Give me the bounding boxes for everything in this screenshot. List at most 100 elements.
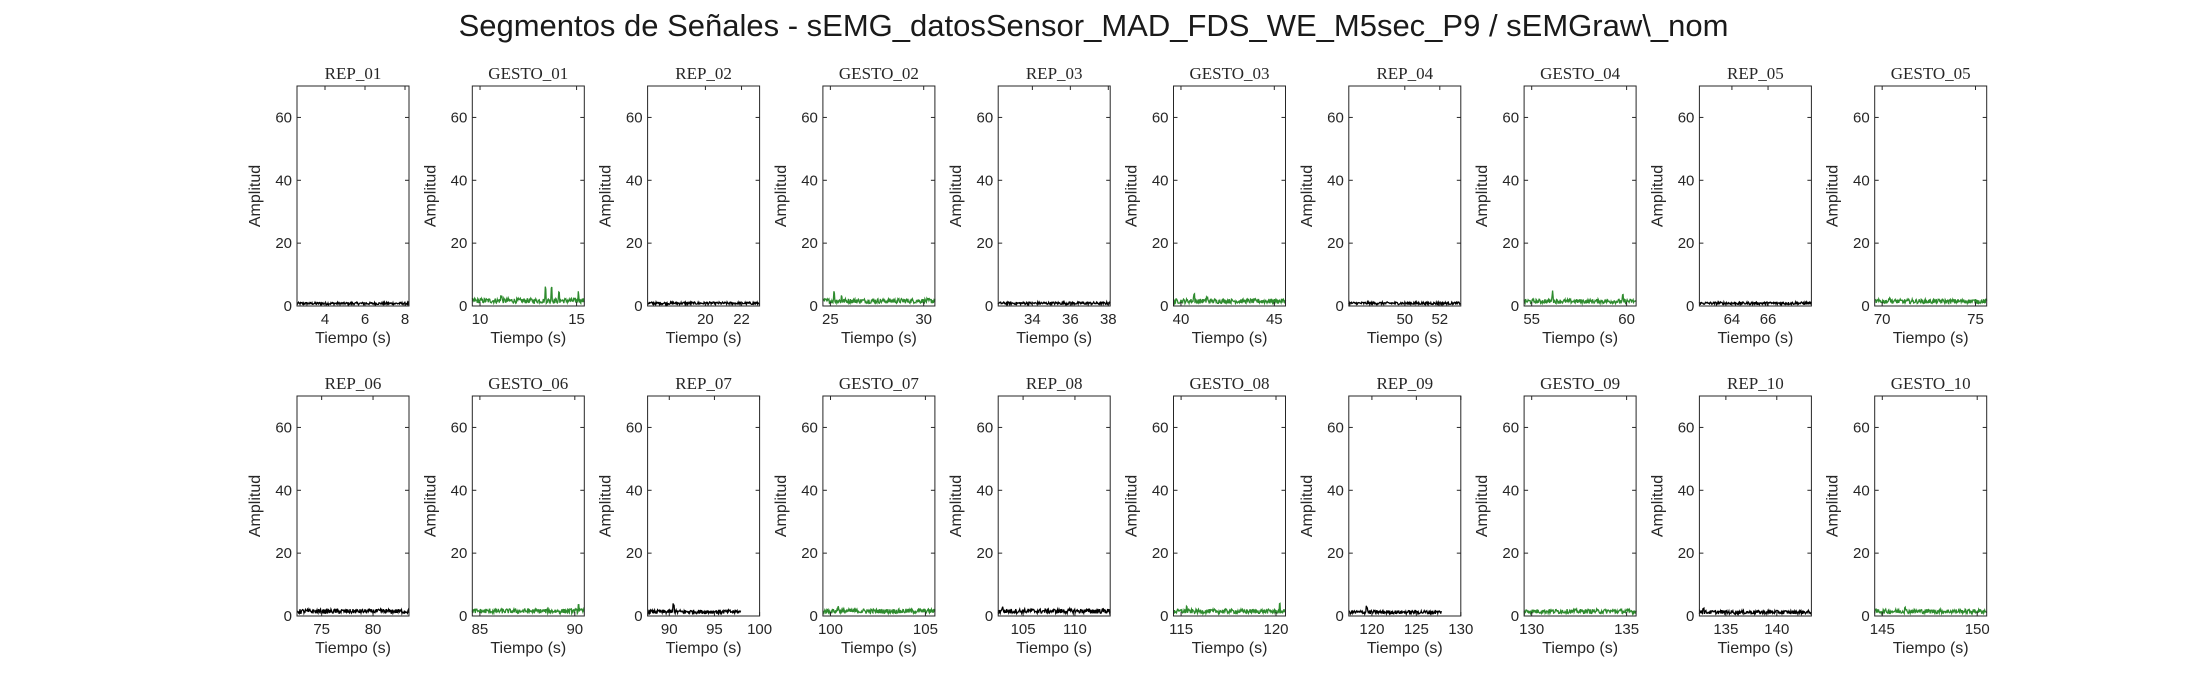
y-tick-label: 20 xyxy=(1152,235,1169,252)
x-tick-label: 15 xyxy=(568,311,585,328)
y-tick-label: 0 xyxy=(810,298,818,315)
subplot-rep-08: 0 20 40 60 105 110 REP_08 Tiempo (s) Amplitud xyxy=(948,374,1111,657)
x-tick-label: 25 xyxy=(822,311,839,328)
x-axis-label: Tiempo (s) xyxy=(666,640,742,657)
axes-box xyxy=(822,395,936,617)
y-tick-label: 60 xyxy=(1678,419,1695,436)
y-axis-label: Amplitud xyxy=(247,475,264,537)
subplot-rep-01: 0 20 40 60 4 6 8 REP_01 Tiempo (s) Amplitud xyxy=(247,64,410,347)
x-axis-label: Tiempo (s) xyxy=(666,330,742,347)
signal-trace xyxy=(1173,602,1287,616)
subplot-rep-05: 0 20 40 60 64 66 REP_05 Tiempo (s) Amplitud xyxy=(1649,64,1813,347)
y-axis-label: Amplitud xyxy=(1124,165,1141,227)
x-tick-label: 100 xyxy=(818,621,843,638)
y-axis-label: Amplitud xyxy=(247,165,264,227)
y-tick-label: 20 xyxy=(977,545,994,562)
y-tick-label: 40 xyxy=(1327,482,1344,499)
x-tick-label: 140 xyxy=(1764,621,1789,638)
y-tick-label: 20 xyxy=(1327,545,1344,562)
subplot-rep-02: 0 20 40 60 20 22 REP_02 Tiempo (s) Amplitud xyxy=(598,64,761,347)
x-axis-label: Tiempo (s) xyxy=(1542,640,1618,657)
figure-title: Segmentos de Señales - sEMG_datosSensor_… xyxy=(458,8,1729,43)
y-tick-label: 20 xyxy=(626,235,643,252)
y-tick-label: 0 xyxy=(1861,608,1869,625)
subplot-title: GESTO_10 xyxy=(1891,374,1971,393)
y-tick-label: 60 xyxy=(1502,109,1519,126)
signal-trace xyxy=(296,606,410,616)
x-axis-label: Tiempo (s) xyxy=(1542,330,1618,347)
axes-box xyxy=(1348,395,1462,617)
y-tick-label: 40 xyxy=(275,482,292,499)
x-tick-label: 120 xyxy=(1359,621,1384,638)
subplot-title: GESTO_03 xyxy=(1190,64,1270,83)
y-tick-label: 20 xyxy=(801,235,818,252)
y-tick-label: 20 xyxy=(801,545,818,562)
subplot-title: GESTO_09 xyxy=(1540,374,1620,393)
subplot-title: GESTO_02 xyxy=(839,64,919,83)
x-tick-label: 90 xyxy=(661,621,678,638)
y-tick-label: 60 xyxy=(1327,109,1344,126)
y-axis-label: Amplitud xyxy=(948,165,965,227)
subplot-rep-09: 0 20 40 60 120 125 130 REP_09 Tiempo (s) Amplitud xyxy=(1299,374,1474,657)
x-tick-label: 110 xyxy=(1063,621,1087,638)
x-tick-label: 4 xyxy=(321,311,329,328)
y-tick-label: 0 xyxy=(1335,298,1343,315)
y-tick-label: 0 xyxy=(284,608,292,625)
signal-trace xyxy=(822,605,936,616)
y-tick-label: 60 xyxy=(1327,419,1344,436)
y-tick-label: 0 xyxy=(1686,608,1694,625)
subplot-title: REP_10 xyxy=(1727,374,1784,393)
axes-box xyxy=(296,85,410,307)
y-tick-label: 40 xyxy=(1502,172,1519,189)
x-tick-label: 55 xyxy=(1523,311,1540,328)
x-tick-label: 6 xyxy=(361,311,369,328)
x-tick-label: 50 xyxy=(1396,311,1413,328)
y-tick-label: 40 xyxy=(1152,482,1169,499)
y-tick-label: 60 xyxy=(977,109,994,126)
subplot-gesto-04: 0 20 40 60 55 60 GESTO_04 Tiempo (s) Amplitud xyxy=(1474,64,1637,347)
y-tick-label: 40 xyxy=(801,482,818,499)
y-axis-label: Amplitud xyxy=(422,165,439,227)
y-tick-label: 40 xyxy=(626,482,643,499)
subplot-gesto-06: 0 20 40 60 85 90 GESTO_06 Tiempo (s) Amplitud xyxy=(422,374,585,657)
subplot-title: REP_04 xyxy=(1376,64,1433,83)
signal-trace xyxy=(1698,299,1813,307)
y-tick-label: 20 xyxy=(1502,235,1519,252)
y-tick-label: 0 xyxy=(1511,298,1519,315)
y-tick-label: 60 xyxy=(1853,109,1870,126)
y-tick-label: 60 xyxy=(1678,109,1695,126)
x-tick-label: 95 xyxy=(706,621,723,638)
y-tick-label: 0 xyxy=(634,298,642,315)
x-axis-label: Tiempo (s) xyxy=(1717,330,1793,347)
x-axis-label: Tiempo (s) xyxy=(1016,330,1092,347)
x-tick-label: 70 xyxy=(1874,311,1891,328)
y-tick-label: 20 xyxy=(275,235,292,252)
x-tick-label: 60 xyxy=(1618,311,1635,328)
x-tick-label: 10 xyxy=(472,311,489,328)
y-tick-label: 60 xyxy=(1152,109,1169,126)
y-tick-label: 0 xyxy=(1686,298,1694,315)
x-axis-label: Tiempo (s) xyxy=(1192,330,1268,347)
y-tick-label: 20 xyxy=(977,235,994,252)
y-tick-label: 40 xyxy=(275,172,292,189)
signal-trace xyxy=(471,604,585,616)
y-tick-label: 20 xyxy=(275,545,292,562)
y-axis-label: Amplitud xyxy=(1649,475,1666,537)
x-tick-label: 22 xyxy=(733,311,750,328)
y-axis-label: Amplitud xyxy=(773,475,790,537)
subplot-title: REP_01 xyxy=(325,64,382,83)
y-tick-label: 60 xyxy=(1152,419,1169,436)
y-axis-label: Amplitud xyxy=(1474,475,1491,537)
y-tick-label: 40 xyxy=(801,172,818,189)
x-axis-label: Tiempo (s) xyxy=(1893,330,1969,347)
y-tick-label: 60 xyxy=(451,419,468,436)
x-tick-label: 30 xyxy=(915,311,932,328)
y-tick-label: 20 xyxy=(1853,235,1870,252)
y-tick-label: 0 xyxy=(1861,298,1869,315)
subplot-title: REP_03 xyxy=(1026,64,1083,83)
x-tick-label: 115 xyxy=(1169,621,1193,638)
signal-trace xyxy=(296,299,410,307)
subplot-gesto-05: 0 20 40 60 70 75 GESTO_05 Tiempo (s) Amplitud xyxy=(1825,64,1988,347)
y-tick-label: 20 xyxy=(451,235,468,252)
